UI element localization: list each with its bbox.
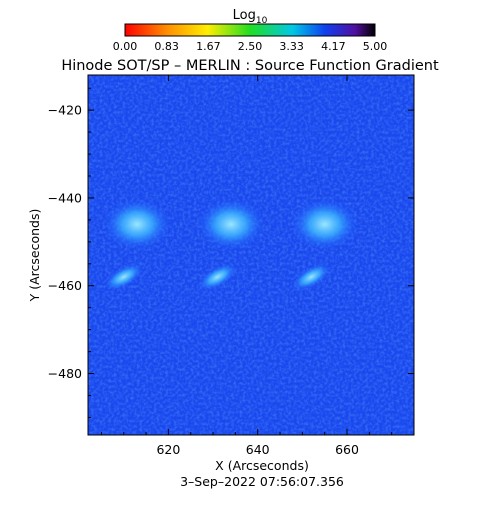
- colorbar-tick-label: 4.17: [321, 40, 346, 53]
- x-axis: 620 640 660: [100, 75, 415, 457]
- x-tick-label: 640: [246, 442, 270, 457]
- bright-feature: [103, 198, 172, 251]
- plot-frame: [87, 74, 415, 436]
- colorbar-ticks: 0.00 0.83 1.67 2.50 3.33 4.17 5.00: [113, 40, 388, 53]
- bright-feature: [291, 262, 331, 291]
- bright-feature: [196, 198, 265, 251]
- bright-feature: [290, 198, 359, 251]
- colorbar-tick-label: 0.00: [113, 40, 138, 53]
- colorbar-label: Log10: [233, 8, 268, 26]
- y-axis-label: Y (Arcseconds): [27, 209, 42, 303]
- colorbar-tick-label: 2.50: [238, 40, 263, 53]
- y-axis: −420 −440 −460 −480: [48, 87, 414, 418]
- y-tick-label: −460: [48, 278, 82, 293]
- bright-feature: [104, 262, 144, 291]
- x-tick-label: 620: [156, 442, 180, 457]
- colorbar: [124, 23, 376, 37]
- heatmap-image: [88, 75, 414, 435]
- y-tick-label: −480: [48, 366, 82, 381]
- bright-feature: [197, 262, 238, 291]
- colorbar-tick-label: 3.33: [279, 40, 304, 53]
- x-tick-label: 660: [335, 442, 359, 457]
- chart-title: Hinode SOT/SP – MERLIN : Source Function…: [61, 58, 439, 74]
- colorbar-tick-label: 0.83: [154, 40, 179, 53]
- x-axis-label: X (Arcseconds): [215, 458, 309, 473]
- timestamp: 3–Sep–2022 07:56:07.356: [180, 474, 344, 489]
- y-tick-label: −440: [48, 190, 82, 205]
- y-tick-label: −420: [48, 103, 82, 118]
- colorbar-tick-label: 5.00: [363, 40, 388, 53]
- colorbar-tick-label: 1.67: [196, 40, 221, 53]
